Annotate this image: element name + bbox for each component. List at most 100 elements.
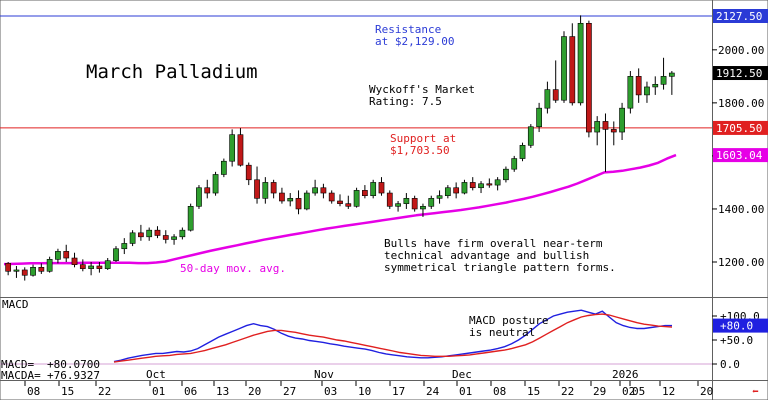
candle (594, 116, 601, 146)
candle-body (113, 248, 119, 261)
candle-body (220, 160, 227, 175)
macda-readout-label: MACDA= (1, 369, 41, 382)
candle (171, 234, 177, 245)
candle-body (245, 164, 252, 181)
bulls-annotation-line2: technical advantage and bullish (384, 249, 589, 262)
candle (71, 252, 78, 268)
candle-body (154, 229, 161, 236)
candle-body (345, 203, 352, 207)
candle-body (519, 144, 526, 159)
candle (5, 262, 12, 276)
candle (660, 57, 667, 90)
candle (162, 230, 169, 244)
candle-body (644, 86, 650, 96)
candle (254, 166, 260, 204)
macd-panel-title: MACD (2, 298, 29, 311)
x-day-label: 08 (27, 385, 40, 398)
candle-body (55, 251, 61, 260)
candle-body (88, 265, 94, 269)
x-month-label: Oct (146, 368, 166, 381)
candle (610, 121, 617, 146)
candle (577, 15, 584, 106)
candle-body (610, 129, 617, 133)
candle (187, 203, 194, 232)
candle-body (129, 232, 136, 244)
candle-body (395, 203, 401, 207)
candle-body (420, 206, 426, 210)
candle-body (303, 192, 310, 210)
candle (30, 264, 36, 277)
candle (444, 185, 451, 199)
candle (88, 262, 94, 276)
price-tag-box (713, 9, 768, 23)
candle (63, 244, 70, 262)
rating-annotation-line1: Wyckoff's Market (369, 83, 475, 96)
macd-readout-label: MACD= (1, 358, 34, 371)
x-day-label: 05 (632, 385, 645, 398)
candle-body (652, 83, 659, 88)
candle (212, 171, 219, 196)
candle (494, 177, 501, 191)
candle (403, 193, 410, 209)
candle-body (295, 198, 302, 210)
candle-body (370, 182, 377, 196)
macd-y-axis: 0.0+50.0+100.0+80.0 (712, 310, 768, 371)
x-day-label: 22 (98, 385, 111, 398)
candle (569, 23, 576, 106)
candle-body (469, 182, 476, 189)
candle-body (362, 190, 368, 196)
macd-annotation-line2: is neutral (469, 326, 535, 339)
candle-body (212, 174, 219, 194)
candle-body (453, 187, 460, 194)
candle (270, 179, 277, 199)
candle (627, 71, 634, 114)
candle-body (320, 187, 327, 194)
candlestick-layer (5, 15, 675, 281)
candle-body (544, 89, 551, 109)
candle (146, 227, 153, 241)
x-month-label: Dec (452, 368, 472, 381)
candle (586, 20, 592, 138)
x-day-label: 03 (324, 385, 337, 398)
macd-tag-label: +80.0 (720, 320, 753, 333)
candle-body (403, 198, 410, 204)
candle-body (96, 265, 103, 269)
candle-body (237, 134, 244, 166)
price-horizontal-lines (0, 15, 712, 129)
candle (245, 162, 252, 186)
candle-body (196, 187, 202, 207)
price-y-tick-label: 1400.00 (718, 203, 764, 216)
x-day-label: 10 (358, 385, 371, 398)
candle (104, 258, 111, 270)
price-tag-label: 1705.50 (716, 122, 762, 135)
candle-body (171, 236, 177, 240)
candle-body (569, 36, 576, 104)
candle (55, 248, 61, 264)
candle (378, 177, 385, 196)
support-annotation-line1: Support at (390, 132, 456, 145)
price-tag-label: 1912.50 (716, 67, 762, 80)
scroll-arrow-icon[interactable]: ⬅ (752, 385, 759, 398)
candle (13, 265, 20, 278)
candle (519, 142, 526, 162)
chart-title: March Palladium (86, 61, 258, 83)
candle (469, 177, 476, 191)
candle (527, 124, 534, 148)
candle (602, 113, 609, 172)
candle (503, 166, 509, 183)
candle-body (254, 179, 260, 199)
candle (436, 190, 443, 204)
candle (204, 179, 211, 199)
price-tag-box (713, 120, 768, 135)
candle-body (461, 182, 468, 194)
price-tag-box (713, 66, 768, 81)
candle-body (552, 89, 559, 101)
x-day-label: 27 (283, 385, 296, 398)
candle (652, 76, 659, 95)
x-day-label: 15 (527, 385, 540, 398)
candle-body (104, 260, 111, 269)
resistance-annotation-line1: Resistance (375, 23, 441, 36)
candle (411, 195, 418, 212)
candle-body (386, 192, 393, 207)
